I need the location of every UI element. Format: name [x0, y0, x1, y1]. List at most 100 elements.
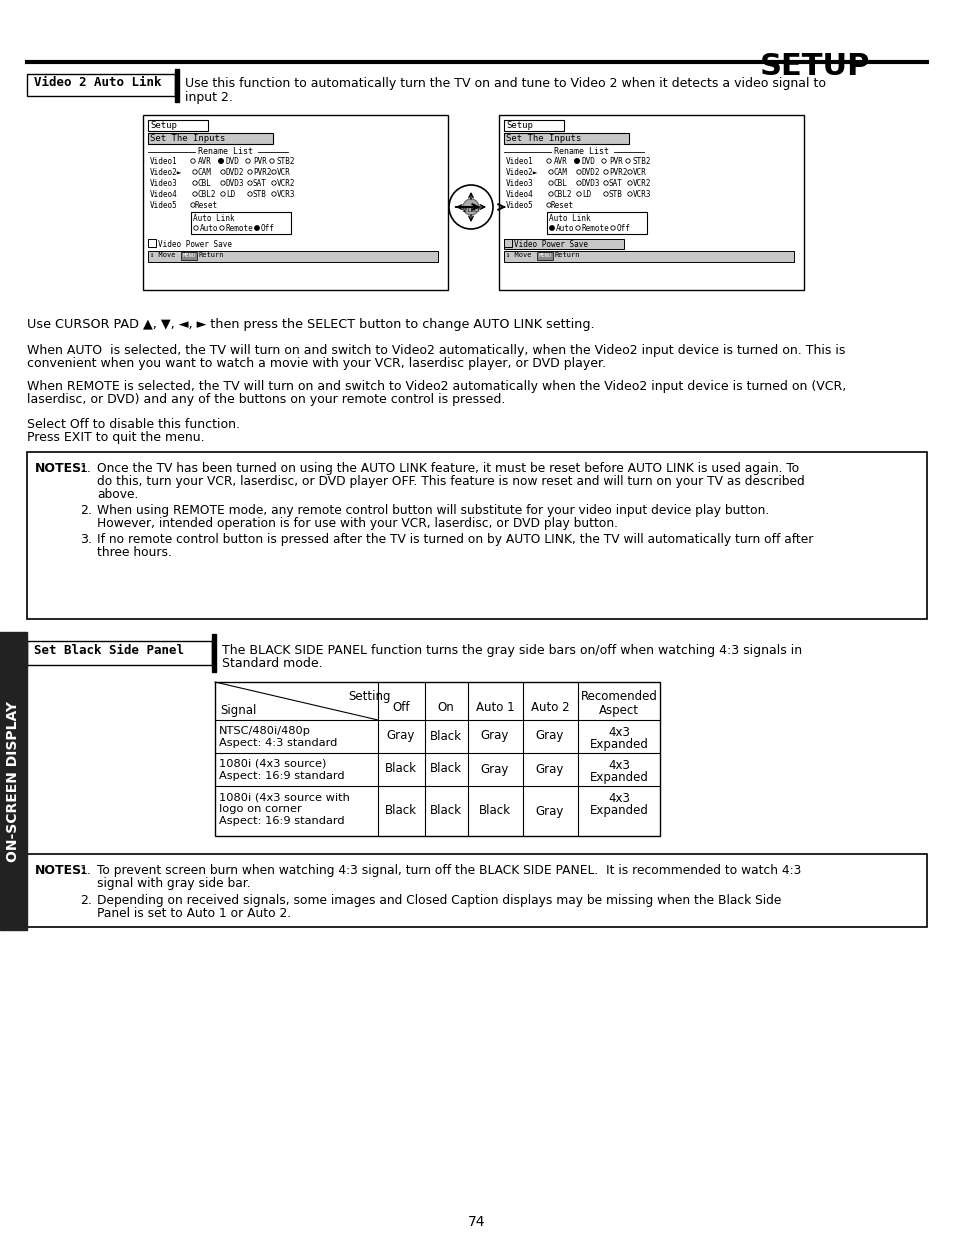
- Text: When REMOTE is selected, the TV will turn on and switch to Video2 automatically : When REMOTE is selected, the TV will tur…: [27, 380, 845, 393]
- Text: NTSC/480i/480p: NTSC/480i/480p: [219, 726, 311, 736]
- Text: PVR: PVR: [253, 157, 267, 165]
- Text: VCR3: VCR3: [276, 190, 295, 199]
- Text: Aspect: 16:9 standard: Aspect: 16:9 standard: [219, 771, 344, 781]
- Text: Off: Off: [392, 701, 410, 714]
- Circle shape: [449, 185, 493, 228]
- Text: Reset: Reset: [194, 201, 218, 210]
- Bar: [503, 240, 512, 247]
- Bar: [27, 452, 926, 619]
- Text: MENU: MENU: [538, 253, 552, 258]
- Text: Reset: Reset: [551, 201, 574, 210]
- Text: Set The Inputs: Set The Inputs: [505, 135, 580, 143]
- Bar: [143, 115, 448, 290]
- Text: VCR2: VCR2: [276, 179, 295, 188]
- Text: DVD3: DVD3: [581, 179, 599, 188]
- Text: Recomended: Recomended: [580, 690, 657, 703]
- Text: Video2►: Video2►: [505, 168, 537, 177]
- Circle shape: [462, 199, 478, 215]
- Text: three hours.: three hours.: [97, 546, 172, 559]
- Text: NOTES:: NOTES:: [35, 864, 87, 877]
- Text: Press EXIT to quit the menu.: Press EXIT to quit the menu.: [27, 431, 204, 445]
- Bar: [27, 641, 212, 664]
- Text: Video Power Save: Video Power Save: [514, 240, 587, 249]
- Text: DVD: DVD: [226, 157, 239, 165]
- Circle shape: [575, 159, 578, 163]
- Text: SETUP: SETUP: [759, 52, 869, 82]
- Text: SELECT: SELECT: [460, 207, 480, 212]
- Bar: [174, 69, 179, 103]
- Bar: [148, 240, 156, 247]
- Text: Select Off to disable this function.: Select Off to disable this function.: [27, 417, 240, 431]
- Text: Use CURSOR PAD ▲, ▼, ◄, ► then press the SELECT button to change AUTO LINK setti: Use CURSOR PAD ▲, ▼, ◄, ► then press the…: [27, 317, 594, 331]
- Text: 4x3: 4x3: [607, 792, 629, 805]
- Text: Remote: Remote: [581, 224, 609, 233]
- Text: Depending on received signals, some images and Closed Caption displays may be mi: Depending on received signals, some imag…: [97, 894, 781, 906]
- Text: Black: Black: [430, 730, 461, 742]
- Text: Return: Return: [199, 252, 224, 258]
- Text: Gray: Gray: [386, 730, 415, 742]
- Text: Auto: Auto: [556, 224, 574, 233]
- Text: Video1: Video1: [505, 157, 533, 165]
- Text: Off: Off: [617, 224, 630, 233]
- Text: 1.: 1.: [80, 864, 91, 877]
- Text: Video3: Video3: [505, 179, 533, 188]
- Text: DVD2: DVD2: [581, 168, 599, 177]
- Text: Video4: Video4: [505, 190, 533, 199]
- Text: Video1: Video1: [150, 157, 177, 165]
- Circle shape: [549, 226, 554, 230]
- Text: Black: Black: [430, 804, 461, 818]
- Text: laserdisc, or DVD) and any of the buttons on your remote control is pressed.: laserdisc, or DVD) and any of the button…: [27, 393, 505, 406]
- Text: Standard mode.: Standard mode.: [222, 657, 322, 671]
- Text: Expanded: Expanded: [589, 804, 648, 818]
- Text: AVR: AVR: [198, 157, 212, 165]
- Text: PVR2: PVR2: [253, 168, 272, 177]
- Bar: [503, 133, 628, 144]
- Text: Aspect: 16:9 standard: Aspect: 16:9 standard: [219, 816, 344, 826]
- Text: DVD3: DVD3: [226, 179, 244, 188]
- Text: PVR: PVR: [608, 157, 622, 165]
- Text: STB: STB: [608, 190, 622, 199]
- Text: Aspect: Aspect: [598, 704, 639, 718]
- Text: Once the TV has been turned on using the AUTO LINK feature, it must be reset bef: Once the TV has been turned on using the…: [97, 462, 799, 475]
- Text: Auto Link: Auto Link: [193, 214, 234, 224]
- Text: However, intended operation is for use with your VCR, laserdisc, or DVD play but: However, intended operation is for use w…: [97, 517, 618, 530]
- Text: Set The Inputs: Set The Inputs: [150, 135, 225, 143]
- Bar: [537, 252, 553, 261]
- Text: 3.: 3.: [80, 534, 91, 546]
- Text: Expanded: Expanded: [589, 771, 648, 784]
- Text: SAT: SAT: [608, 179, 622, 188]
- Text: ↕ Move: ↕ Move: [505, 252, 531, 258]
- Bar: [0, 632, 27, 930]
- Text: Off: Off: [261, 224, 274, 233]
- Text: ON-SCREEN DISPLAY: ON-SCREEN DISPLAY: [6, 700, 20, 862]
- Text: Gray: Gray: [536, 762, 563, 776]
- Text: AVR: AVR: [554, 157, 567, 165]
- Text: 4x3: 4x3: [607, 726, 629, 739]
- Text: Black: Black: [385, 804, 416, 818]
- Text: LD: LD: [226, 190, 235, 199]
- Text: Auto 1: Auto 1: [476, 701, 514, 714]
- Bar: [181, 252, 196, 261]
- Text: Video2►: Video2►: [150, 168, 182, 177]
- Text: input 2.: input 2.: [185, 91, 233, 104]
- Text: Black: Black: [430, 762, 461, 776]
- Bar: [212, 634, 215, 672]
- Text: Gray: Gray: [536, 730, 563, 742]
- Text: Video Power Save: Video Power Save: [158, 240, 232, 249]
- Bar: [498, 115, 803, 290]
- Text: 2.: 2.: [80, 504, 91, 517]
- Bar: [27, 74, 174, 96]
- Text: Rename List: Rename List: [198, 147, 253, 156]
- Text: Remote: Remote: [226, 224, 253, 233]
- Text: Video 2 Auto Link: Video 2 Auto Link: [34, 77, 161, 89]
- Bar: [546, 212, 646, 233]
- Text: 2.: 2.: [80, 894, 91, 906]
- Bar: [214, 682, 659, 836]
- Text: Set Black Side Panel: Set Black Side Panel: [34, 643, 184, 657]
- Text: To prevent screen burn when watching 4:3 signal, turn off the BLACK SIDE PANEL. : To prevent screen burn when watching 4:3…: [97, 864, 801, 877]
- Text: Auto Link: Auto Link: [548, 214, 590, 224]
- Text: PVR2: PVR2: [608, 168, 627, 177]
- Bar: [148, 133, 273, 144]
- Text: When using REMOTE mode, any remote control button will substitute for your video: When using REMOTE mode, any remote contr…: [97, 504, 768, 517]
- Circle shape: [218, 159, 223, 163]
